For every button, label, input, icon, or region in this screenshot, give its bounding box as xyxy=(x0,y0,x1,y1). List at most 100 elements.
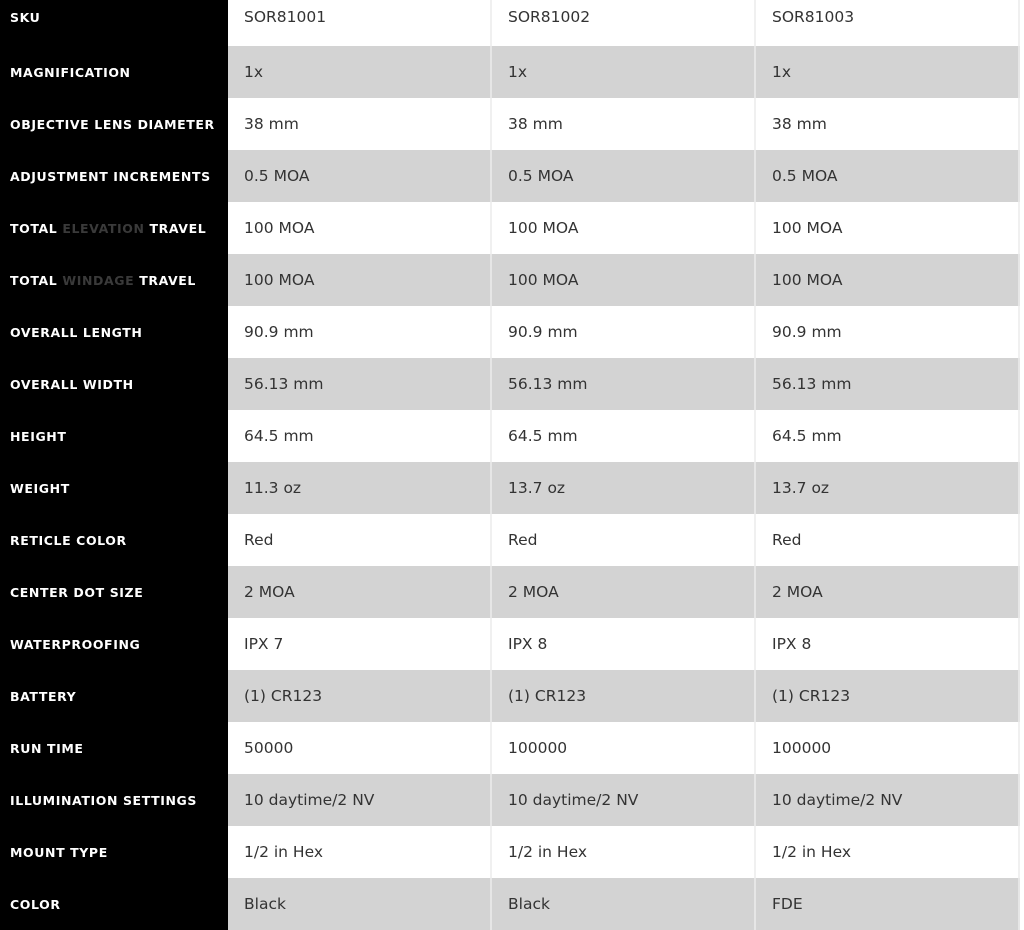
row-label: ILLUMINATION SETTINGS xyxy=(0,774,228,826)
cell-value: Black xyxy=(228,878,492,930)
row-label: OVERALL WIDTH xyxy=(0,358,228,410)
cell-value: SOR81003 xyxy=(756,0,1020,46)
cell-value: 100000 xyxy=(756,722,1020,774)
row-label: MOUNT TYPE xyxy=(0,826,228,878)
cell-value: 90.9 mm xyxy=(756,306,1020,358)
row-label-part: RUN TIME xyxy=(10,740,84,756)
cell-value: 38 mm xyxy=(492,98,756,150)
cell-value: IPX 8 xyxy=(756,618,1020,670)
cell-value: 56.13 mm xyxy=(228,358,492,410)
cell-value: (1) CR123 xyxy=(492,670,756,722)
row-label: CENTER DOT SIZE xyxy=(0,566,228,618)
row-label-part: RETICLE COLOR xyxy=(10,532,127,548)
table-row: MAGNIFICATION 1x 1x 1x xyxy=(0,46,1024,98)
row-label-part: SKU xyxy=(10,10,41,25)
cell-value: 100 MOA xyxy=(756,254,1020,306)
table-row: OVERALL LENGTH 90.9 mm 90.9 mm 90.9 mm xyxy=(0,306,1024,358)
cell-value: 10 daytime/2 NV xyxy=(228,774,492,826)
row-label-part: COLOR xyxy=(10,896,61,912)
cell-value: 0.5 MOA xyxy=(492,150,756,202)
row-label: MAGNIFICATION xyxy=(0,46,228,98)
cell-value: 1x xyxy=(228,46,492,98)
cell-value: 50000 xyxy=(228,722,492,774)
table-row: WATERPROOFING IPX 7 IPX 8 IPX 8 xyxy=(0,618,1024,670)
row-label: TOTAL ELEVATION TRAVEL xyxy=(0,202,228,254)
table-row: HEIGHT 64.5 mm 64.5 mm 64.5 mm xyxy=(0,410,1024,462)
row-label-part: TRAVEL xyxy=(134,272,196,288)
cell-value: Red xyxy=(492,514,756,566)
cell-value: SOR81002 xyxy=(492,0,756,46)
table-row: TOTAL WINDAGE TRAVEL 100 MOA 100 MOA 100 MO… xyxy=(0,254,1024,306)
cell-value: 13.7 oz xyxy=(492,462,756,514)
cell-value: 1x xyxy=(756,46,1020,98)
cell-value: 56.13 mm xyxy=(756,358,1020,410)
cell-value: 1/2 in Hex xyxy=(492,826,756,878)
row-label-part: WATERPROOFING xyxy=(10,636,141,652)
cell-value: 0.5 MOA xyxy=(756,150,1020,202)
cell-value: 38 mm xyxy=(756,98,1020,150)
table-row: CENTER DOT SIZE 2 MOA 2 MOA 2 MOA xyxy=(0,566,1024,618)
row-label-part: OVERALL LENGTH xyxy=(10,324,143,340)
row-label-part: MOUNT TYPE xyxy=(10,844,108,860)
row-label-part: TRAVEL xyxy=(144,220,207,236)
cell-value: SOR81001 xyxy=(228,0,492,46)
table-row: SKU SOR81001 SOR81002 SOR81003 xyxy=(0,0,1024,46)
cell-value: 100 MOA xyxy=(756,202,1020,254)
row-label-part: OBJECTIVE LENS DIAMETER xyxy=(10,116,215,132)
row-label-part: CENTER DOT SIZE xyxy=(10,584,144,600)
cell-value: 64.5 mm xyxy=(228,410,492,462)
cell-value: 56.13 mm xyxy=(492,358,756,410)
table-row: WEIGHT 11.3 oz 13.7 oz 13.7 oz xyxy=(0,462,1024,514)
table-row: RETICLE COLOR Red Red Red xyxy=(0,514,1024,566)
table-row: BATTERY (1) CR123 (1) CR123 (1) CR123 xyxy=(0,670,1024,722)
cell-value: 10 daytime/2 NV xyxy=(492,774,756,826)
row-label: BATTERY xyxy=(0,670,228,722)
cell-value: 10 daytime/2 NV xyxy=(756,774,1020,826)
row-label: HEIGHT xyxy=(0,410,228,462)
cell-value: IPX 8 xyxy=(492,618,756,670)
cell-value: 100 MOA xyxy=(492,254,756,306)
cell-value: (1) CR123 xyxy=(228,670,492,722)
cell-value: 13.7 oz xyxy=(756,462,1020,514)
cell-value: 38 mm xyxy=(228,98,492,150)
cell-value: 1x xyxy=(492,46,756,98)
row-label-part: ADJUSTMENT INCREMENTS xyxy=(10,168,211,184)
row-label: WATERPROOFING xyxy=(0,618,228,670)
row-label: RETICLE COLOR xyxy=(0,514,228,566)
cell-value: 100 MOA xyxy=(228,202,492,254)
cell-value: 1/2 in Hex xyxy=(756,826,1020,878)
row-label: OVERALL LENGTH xyxy=(0,306,228,358)
table-row: COLOR Black Black FDE xyxy=(0,878,1024,930)
table-row: OVERALL WIDTH 56.13 mm 56.13 mm 56.13 mm xyxy=(0,358,1024,410)
row-label-part: OVERALL WIDTH xyxy=(10,376,134,392)
cell-value: 1/2 in Hex xyxy=(228,826,492,878)
row-label-part: WEIGHT xyxy=(10,480,70,496)
cell-value: Black xyxy=(492,878,756,930)
cell-value: 2 MOA xyxy=(756,566,1020,618)
cell-value: IPX 7 xyxy=(228,618,492,670)
cell-value: 64.5 mm xyxy=(492,410,756,462)
row-label-part: TOTAL xyxy=(10,220,63,236)
row-label: ADJUSTMENT INCREMENTS xyxy=(0,150,228,202)
table-row: RUN TIME 50000 100000 100000 xyxy=(0,722,1024,774)
cell-value: 100 MOA xyxy=(228,254,492,306)
table-row: OBJECTIVE LENS DIAMETER 38 mm 38 mm 38 mm xyxy=(0,98,1024,150)
row-label: OBJECTIVE LENS DIAMETER xyxy=(0,98,228,150)
row-label-part: TOTAL xyxy=(10,272,63,288)
cell-value: 2 MOA xyxy=(492,566,756,618)
cell-value: (1) CR123 xyxy=(756,670,1020,722)
table-row: TOTAL ELEVATION TRAVEL 100 MOA 100 MOA 100 … xyxy=(0,202,1024,254)
row-label: TOTAL WINDAGE TRAVEL xyxy=(0,254,228,306)
row-label: SKU xyxy=(0,0,228,46)
row-label-part: ILLUMINATION SETTINGS xyxy=(10,792,198,808)
cell-value: Red xyxy=(756,514,1020,566)
cell-value: 90.9 mm xyxy=(228,306,492,358)
table-row: ADJUSTMENT INCREMENTS 0.5 MOA 0.5 MOA 0.5 M… xyxy=(0,150,1024,202)
row-label: RUN TIME xyxy=(0,722,228,774)
cell-value: 2 MOA xyxy=(228,566,492,618)
row-label: COLOR xyxy=(0,878,228,930)
cell-value: FDE xyxy=(756,878,1020,930)
row-label-part: BATTERY xyxy=(10,688,77,704)
table-row: ILLUMINATION SETTINGS 10 daytime/2 NV 10 d… xyxy=(0,774,1024,826)
